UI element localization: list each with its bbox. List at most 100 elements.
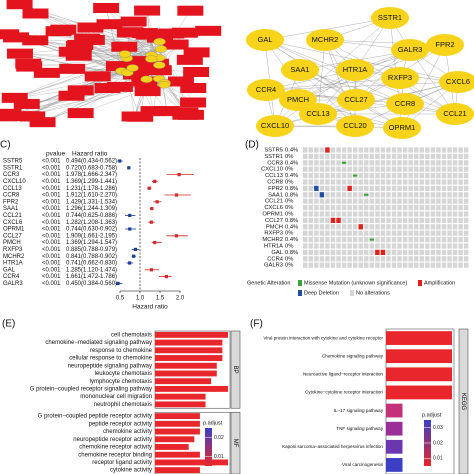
hr-point <box>149 220 153 224</box>
pvalue-label: <0.001 <box>42 227 61 233</box>
cell <box>330 256 336 262</box>
bar <box>155 393 206 400</box>
cell <box>341 153 347 159</box>
node <box>391 39 429 61</box>
cell <box>391 153 397 159</box>
node <box>0 108 22 119</box>
cell <box>447 160 452 166</box>
cell <box>430 243 436 249</box>
cell <box>358 256 363 262</box>
bar <box>386 367 452 382</box>
cell <box>458 262 463 268</box>
cell <box>330 205 336 211</box>
cell <box>408 224 413 230</box>
category-label: chemokine receptor activity <box>79 445 152 451</box>
cell <box>341 262 347 268</box>
cell <box>352 179 358 185</box>
cell <box>452 166 458 172</box>
cell <box>463 249 469 255</box>
cell <box>347 179 352 185</box>
cell <box>336 173 341 179</box>
cell <box>364 160 369 166</box>
cell <box>308 166 313 172</box>
gene-label: GAL <box>3 267 16 273</box>
bar <box>155 420 200 427</box>
cell <box>369 230 375 236</box>
cell <box>336 147 341 153</box>
node <box>131 28 158 39</box>
cell <box>408 185 413 191</box>
category-label: IL−17 signaling pathway <box>334 408 384 413</box>
edge <box>265 81 459 91</box>
cell <box>352 185 358 191</box>
cell <box>314 224 319 230</box>
cell <box>347 198 352 204</box>
cell <box>375 230 380 236</box>
hr-label: 0.744(0.625-0.886) <box>66 213 117 219</box>
node-label: CCR4 <box>256 85 276 94</box>
node-label: HTR1A <box>343 65 368 74</box>
node <box>281 59 319 81</box>
pvalue-label: <0.001 <box>42 254 61 260</box>
hr-label: 1.661(1.472-1.786) <box>66 274 117 280</box>
cell <box>369 256 375 262</box>
cell <box>364 173 369 179</box>
cell <box>441 153 447 159</box>
cell <box>325 205 330 211</box>
cell <box>458 198 463 204</box>
cell <box>369 185 375 191</box>
cell <box>308 192 313 198</box>
cell <box>303 166 308 172</box>
cell <box>319 249 325 255</box>
cell <box>358 230 363 236</box>
cell <box>391 192 397 198</box>
cell <box>358 192 363 198</box>
cell <box>358 211 363 217</box>
node <box>134 86 161 97</box>
node-label: RXFP3 <box>388 73 412 82</box>
cell <box>386 198 391 204</box>
category-label: lymphocyte chemotaxis <box>90 379 152 385</box>
node-label: CCR8 <box>395 99 415 108</box>
node-label: PMCH <box>287 95 309 104</box>
node <box>121 111 148 122</box>
hr-label: 1.285(1.120-1.474) <box>66 267 117 273</box>
cell <box>364 256 369 262</box>
alteration-frequency: 0% <box>285 154 293 160</box>
cell <box>436 198 441 204</box>
gene-label: SAA1 <box>268 192 283 198</box>
gene-label: CCL13 <box>265 173 283 179</box>
cell <box>425 166 430 172</box>
node <box>45 26 72 37</box>
cell <box>330 192 336 198</box>
bar <box>155 370 217 377</box>
cell <box>375 160 380 166</box>
bar <box>386 385 452 400</box>
cell <box>352 192 358 198</box>
cell <box>436 185 441 191</box>
cell <box>386 217 391 223</box>
cell <box>419 243 424 249</box>
cell <box>319 179 325 185</box>
cell <box>352 205 358 211</box>
gene-label: CCR4 <box>3 274 20 280</box>
cell <box>419 179 424 185</box>
cell <box>386 173 391 179</box>
cell <box>303 217 308 223</box>
bar <box>386 458 403 472</box>
cell <box>375 153 380 159</box>
cell <box>325 173 330 179</box>
hr-point <box>133 247 137 251</box>
cell <box>419 198 424 204</box>
cell <box>325 237 330 243</box>
cell <box>325 198 330 204</box>
cell <box>408 205 413 211</box>
alteration <box>319 192 325 198</box>
cell <box>325 211 330 217</box>
cell <box>419 205 424 211</box>
cell <box>308 224 313 230</box>
bar <box>155 413 200 420</box>
cell <box>458 160 463 166</box>
cell <box>386 185 391 191</box>
cell <box>319 185 325 191</box>
